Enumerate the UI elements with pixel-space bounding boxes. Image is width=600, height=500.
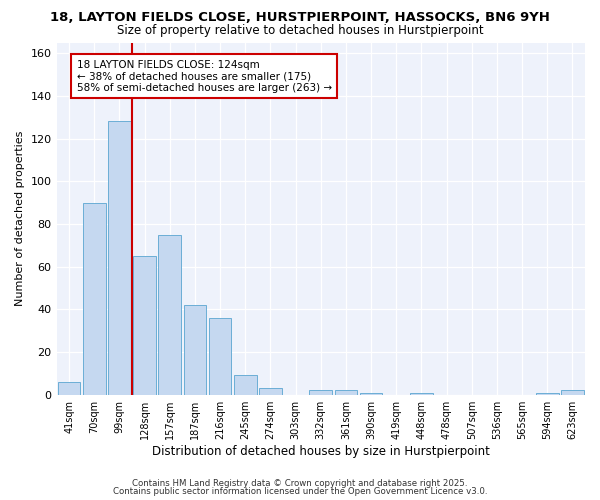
Bar: [561, 390, 584, 394]
Bar: [259, 388, 282, 394]
Text: 18 LAYTON FIELDS CLOSE: 124sqm
← 38% of detached houses are smaller (175)
58% of: 18 LAYTON FIELDS CLOSE: 124sqm ← 38% of …: [77, 60, 332, 93]
Bar: [536, 392, 559, 394]
Bar: [158, 234, 181, 394]
Text: Size of property relative to detached houses in Hurstpierpoint: Size of property relative to detached ho…: [116, 24, 484, 37]
Bar: [133, 256, 156, 394]
Bar: [310, 390, 332, 394]
Y-axis label: Number of detached properties: Number of detached properties: [15, 131, 25, 306]
Bar: [410, 392, 433, 394]
Text: Contains public sector information licensed under the Open Government Licence v3: Contains public sector information licen…: [113, 487, 487, 496]
X-axis label: Distribution of detached houses by size in Hurstpierpoint: Distribution of detached houses by size …: [152, 444, 490, 458]
Bar: [360, 392, 382, 394]
Bar: [108, 122, 131, 394]
Bar: [234, 376, 257, 394]
Bar: [209, 318, 232, 394]
Bar: [335, 390, 357, 394]
Text: 18, LAYTON FIELDS CLOSE, HURSTPIERPOINT, HASSOCKS, BN6 9YH: 18, LAYTON FIELDS CLOSE, HURSTPIERPOINT,…: [50, 11, 550, 24]
Bar: [83, 202, 106, 394]
Bar: [58, 382, 80, 394]
Bar: [184, 305, 206, 394]
Text: Contains HM Land Registry data © Crown copyright and database right 2025.: Contains HM Land Registry data © Crown c…: [132, 478, 468, 488]
